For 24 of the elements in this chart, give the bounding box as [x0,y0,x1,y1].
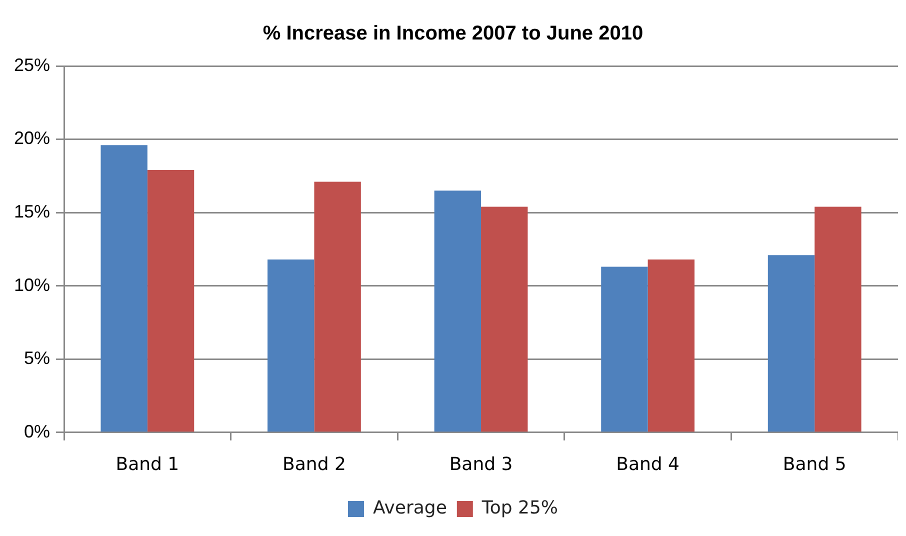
bar [648,259,695,432]
chart-title: % Increase in Income 2007 to June 2010 [262,22,644,45]
bar [768,255,815,432]
x-tick-label: Band 5 [782,454,846,475]
bar [147,170,194,432]
legend-label: Average [372,498,447,519]
x-tick-label: Band 4 [616,454,680,475]
y-tick-label: 15% [14,202,50,222]
bar [481,206,528,432]
bar [601,266,648,432]
y-tick-label: 20% [14,128,50,148]
x-tick-label: Band 3 [449,454,513,475]
y-tick-label: 5% [24,348,50,368]
x-tick-label: Band 2 [282,454,346,475]
bar [434,190,482,432]
bar [814,206,862,432]
bar [100,145,148,432]
y-tick-label: 0% [24,421,50,442]
x-tick-label: Band 1 [116,454,180,475]
legend-label: Top 25% [480,498,558,519]
y-tick-label: 10% [14,274,50,295]
bar [268,259,314,432]
bar [314,182,361,432]
y-tick-label: 25% [14,54,50,75]
